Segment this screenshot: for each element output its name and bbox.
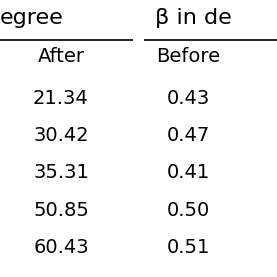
- Text: Before: Before: [156, 47, 220, 66]
- Text: 35.31: 35.31: [33, 163, 89, 183]
- Text: 0.51: 0.51: [167, 238, 210, 257]
- Text: 0.43: 0.43: [167, 89, 210, 108]
- Text: After: After: [37, 47, 84, 66]
- Text: 60.43: 60.43: [33, 238, 89, 257]
- Text: 50.85: 50.85: [33, 201, 89, 220]
- Text: egree: egree: [0, 8, 64, 28]
- Text: 0.41: 0.41: [167, 163, 210, 183]
- Text: 21.34: 21.34: [33, 89, 89, 108]
- Text: 30.42: 30.42: [33, 126, 89, 145]
- Text: β in de: β in de: [155, 8, 232, 28]
- Text: 0.50: 0.50: [167, 201, 210, 220]
- Text: 0.47: 0.47: [167, 126, 210, 145]
